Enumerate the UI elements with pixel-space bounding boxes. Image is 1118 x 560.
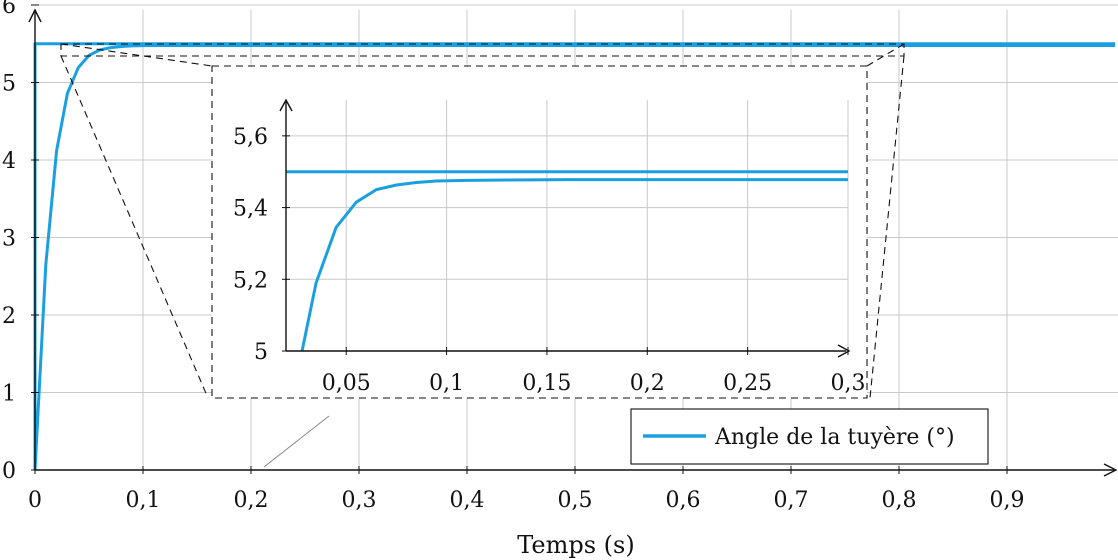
x-tick-label: 0,2: [234, 488, 269, 513]
y-axis-arrow: [28, 8, 42, 23]
legend-label: Angle de la tuyère (°): [714, 425, 955, 450]
main-tick-labels: 0 0,1 0,2 0,3 0,4 0,5 0,6 0,7 0,8 0,9 0 1 2 3 4 5 6: [2, 0, 1025, 513]
y-tick-label: 0: [2, 459, 16, 484]
legend: Angle de la tuyère (°): [630, 408, 989, 465]
series-response-line: [33, 43, 1115, 471]
x-tick-label: 0,3: [342, 488, 377, 513]
inset-y-tick-label: 5: [254, 340, 268, 365]
x-tick-label: 0,4: [450, 488, 485, 513]
x-tick-label: 0: [28, 488, 42, 513]
inset-x-tick-label: 0,25: [723, 371, 772, 396]
inset-x-tick-label: 0,1: [429, 371, 464, 396]
inset-response-line: [300, 178, 848, 352]
x-tick-label: 0,7: [774, 488, 809, 513]
y-tick-label: 3: [2, 227, 16, 252]
inset-y-tick-label: 5,2: [233, 268, 268, 293]
zoom-region-box: [60, 43, 905, 57]
legend-pointer-line: [263, 415, 330, 468]
x-tick-label: 0,9: [990, 488, 1025, 513]
zoom-connector-left-upper: [60, 43, 213, 67]
inset-chart: 0,05 0,1 0,15 0,2 0,25 0,3 5 5,2 5,4 5,6: [211, 65, 868, 399]
inset-frame: [211, 65, 868, 399]
zoom-connector-left-lower: [60, 55, 209, 399]
y-tick-label: 6: [2, 0, 16, 19]
inset-x-axis-arrow: [837, 344, 851, 358]
inset-x-tick-label: 0,15: [522, 371, 571, 396]
main-axes: [28, 4, 1118, 477]
x-axis-arrow: [1103, 463, 1118, 477]
inset-x-tick-label: 0,3: [831, 371, 866, 396]
y-tick-label: 2: [2, 304, 16, 329]
inset-x-tick-label: 0,2: [630, 371, 665, 396]
inset-axes: [279, 98, 851, 358]
x-tick-label: 0,6: [666, 488, 701, 513]
zoom-connectors: [60, 43, 905, 468]
zoom-connector-right-lower: [869, 55, 905, 399]
inset-y-axis-arrow: [279, 98, 293, 112]
x-tick-label: 0,1: [126, 488, 161, 513]
inset-y-tick-label: 5,6: [233, 125, 268, 150]
x-axis-label: Temps (s): [517, 531, 634, 559]
y-tick-label: 4: [2, 149, 16, 174]
inset-x-tick-label: 0,05: [322, 371, 371, 396]
y-tick-label: 5: [2, 72, 16, 97]
x-tick-label: 0,8: [882, 488, 917, 513]
x-tick-label: 0,5: [558, 488, 593, 513]
inset-tick-labels: 0,05 0,1 0,15 0,2 0,25 0,3 5 5,2 5,4 5,6: [233, 125, 866, 396]
inset-background: [212, 66, 867, 398]
inset-y-tick-label: 5,4: [233, 197, 268, 222]
inset-series-group: [286, 170, 848, 352]
zoom-connector-right-upper: [866, 43, 905, 67]
y-tick-label: 1: [2, 382, 16, 407]
inset-grid: [286, 100, 849, 351]
